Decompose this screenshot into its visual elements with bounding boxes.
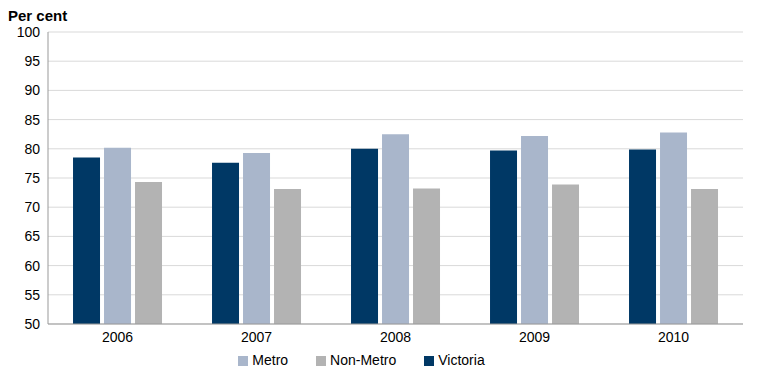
svg-text:2006: 2006	[102, 329, 133, 345]
svg-text:95: 95	[24, 53, 40, 69]
svg-text:2010: 2010	[658, 329, 689, 345]
svg-text:90: 90	[24, 82, 40, 98]
svg-text:100: 100	[17, 24, 41, 40]
html-text:Victoria: Victoria	[438, 352, 485, 368]
svg-text:55: 55	[24, 287, 40, 303]
html-text:Per cent: Per cent	[8, 7, 68, 24]
svg-text:85: 85	[24, 112, 40, 128]
svg-text:75: 75	[24, 170, 40, 186]
svg-text:60: 60	[24, 258, 40, 274]
svg-text:2007: 2007	[241, 329, 272, 345]
svg-text:2009: 2009	[519, 329, 550, 345]
svg-text:2008: 2008	[380, 329, 411, 345]
svg-text:65: 65	[24, 228, 40, 244]
html-text:Metro: Metro	[252, 352, 289, 368]
svg-text:50: 50	[24, 316, 40, 332]
svg-text:70: 70	[24, 199, 40, 215]
svg-text:80: 80	[24, 141, 40, 157]
html-text:Non-Metro: Non-Metro	[330, 352, 397, 368]
